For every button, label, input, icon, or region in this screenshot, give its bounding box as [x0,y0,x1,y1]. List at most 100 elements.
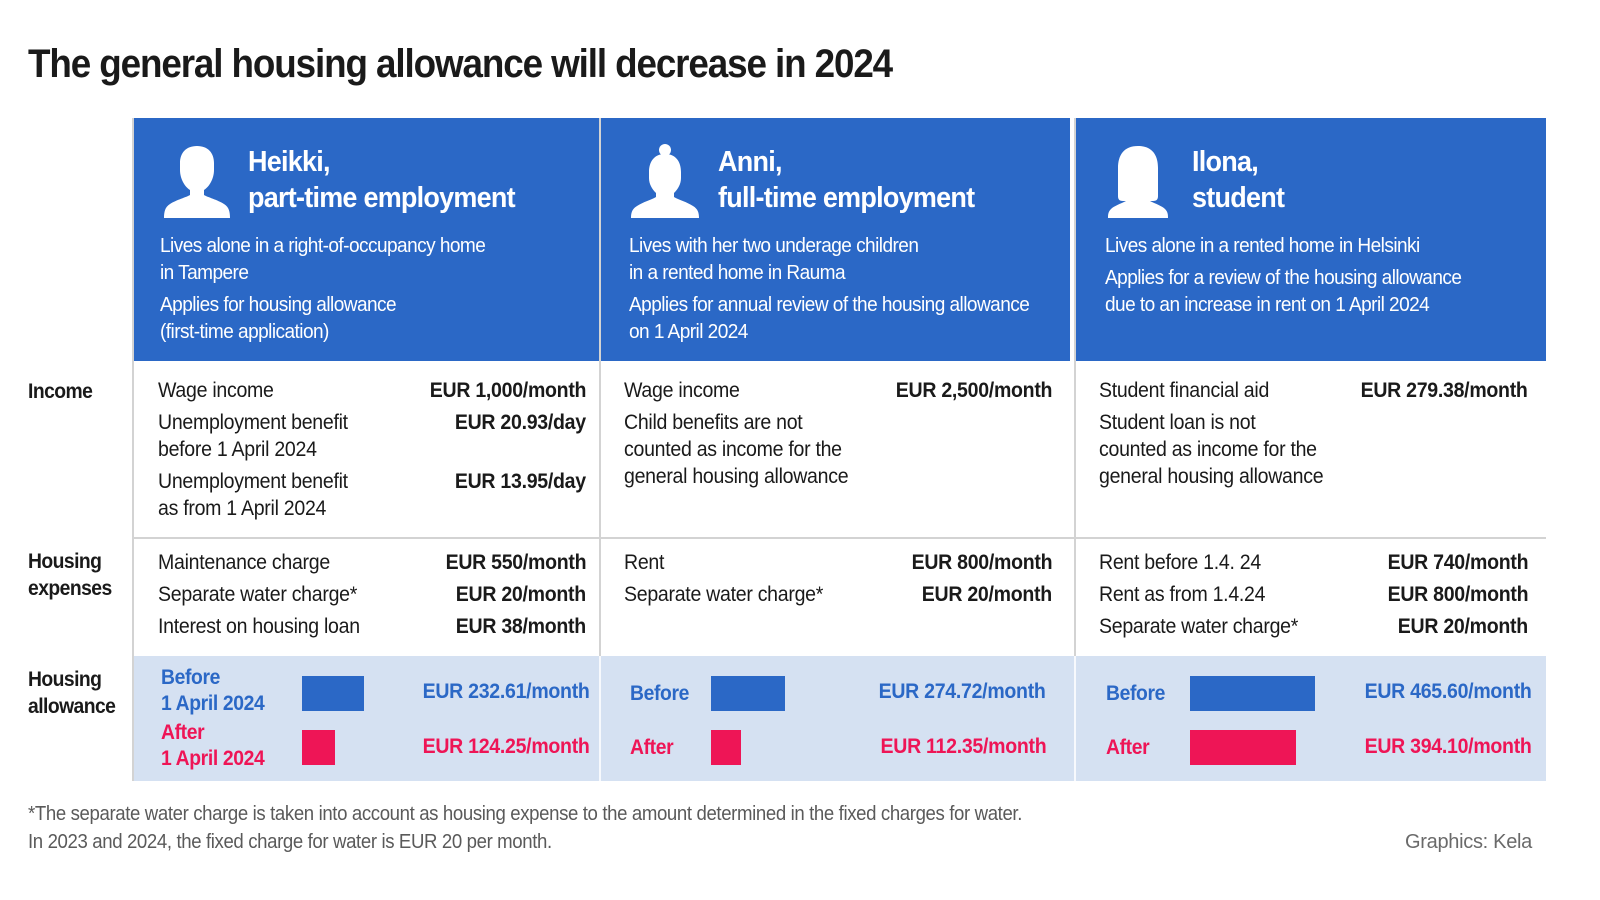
expense-label: Rent before 1.4. 24 [1099,551,1261,574]
before-label: Before [630,681,689,707]
expense-value: EUR 740/month [1387,551,1528,574]
expense-value: EUR 20/month [921,583,1052,606]
person-name: Anni, full-time employment [718,144,975,216]
after-value: EUR 394.10/month [1364,735,1532,758]
row-label-housing-expenses: Housing expenses [28,548,112,602]
person-name-line: student [1192,182,1285,214]
income-label-line: Unemployment benefit [158,411,348,434]
male-person-icon [162,144,232,218]
person-name-line: Anni, [718,146,782,178]
column-divider [599,118,601,781]
row-label-income: Income [28,380,93,403]
description-line: Lives with her two underage children [629,234,919,257]
person-name-line: Ilona, [1192,146,1259,178]
income-value: EUR 2,500/month [895,379,1053,402]
person-header: Ilona, student Lives alone in a rented hom… [1075,118,1546,361]
before-value: EUR 232.61/month [422,680,590,703]
person-name-line: Heikki, [248,146,330,178]
income-label-line: counted as income for the [1099,438,1317,461]
expense-label: Rent [624,551,665,574]
income-label-line: Wage income [158,379,274,402]
after-value: EUR 124.25/month [422,735,590,758]
bar-after-anni [711,730,741,765]
person-description: Lives alone in a rented home in Helsinki… [1105,232,1508,323]
allowance-label-line: After [1106,736,1150,759]
description-line: Lives alone in a right-of-occupancy home [160,234,486,257]
expense-value: EUR 20/month [1397,615,1528,638]
bar-after-ilona [1190,730,1296,765]
expense-label: Separate water charge* [1099,615,1299,638]
description-paragraph: Lives with her two underage children in a… [629,232,1032,286]
description-line: on 1 April 2024 [629,320,748,343]
income-value: EUR 279.38/month [1360,379,1528,402]
expense-label: Maintenance charge [158,551,330,574]
allowance-label-line: Before [1106,682,1165,705]
row-label-line: allowance [28,695,116,718]
income-value: EUR 20.93/day [455,411,586,434]
bar-before-anni [711,676,785,711]
description-line: in Tampere [160,261,249,284]
row-label-line: expenses [28,577,112,600]
description-line: Lives alone in a rented home in Helsinki [1105,234,1420,257]
housing-allowance-band: Before 1 April 2024 After 1 April 2024 EUR 2… [134,656,1546,781]
before-label: Before 1 April 2024 [161,665,265,717]
expense-label: Rent as from 1.4.24 [1099,583,1266,606]
person-description: Lives with her two underage children in a… [629,232,1032,350]
after-value: EUR 112.35/month [880,735,1046,758]
column-divider [1074,656,1076,781]
income-label-line: general housing allowance [1099,465,1324,488]
footnote-line-1: *The separate water charge is taken into… [28,803,1023,825]
allowance-label-line: Before [161,666,220,689]
after-label: After 1 April 2024 [161,720,265,772]
description-line: Applies for housing allowance [160,293,397,316]
income-label: Unemployment benefit before 1 April 2024 [158,409,348,463]
income-value: EUR 13.95/day [455,470,586,493]
expense-value: EUR 800/month [911,551,1052,574]
allowance-label-line: 1 April 2024 [161,747,265,770]
income-label: Wage income [624,377,740,404]
expense-label: Separate water charge* [158,583,358,606]
after-label: After [630,735,674,761]
expense-value: EUR 38/month [455,615,586,638]
expense-value: EUR 800/month [1387,583,1528,606]
allowance-label-line: After [630,736,674,759]
income-label: Student loan is not counted as income for… [1099,409,1324,490]
person-name-line: full-time employment [718,182,975,214]
description-line: due to an increase in rent on 1 April 20… [1105,293,1430,316]
bar-after-heikki [302,730,335,765]
expense-value: EUR 20/month [455,583,586,606]
female-person-bun-icon [630,144,700,218]
income-label-line: Student loan is not [1099,411,1256,434]
row-label-line: Housing [28,668,102,691]
expense-value: EUR 550/month [445,551,586,574]
description-paragraph: Lives alone in a rented home in Helsinki [1105,232,1508,259]
female-person-long-hair-icon [1103,144,1173,218]
allowance-label-line: After [161,721,205,744]
description-line: Applies for annual review of the housing… [629,293,1030,316]
income-label-line: as from 1 April 2024 [158,497,327,520]
description-line: Applies for a review of the housing allo… [1105,266,1462,289]
column-divider [1074,118,1076,781]
before-value: EUR 274.72/month [878,680,1046,703]
income-label-line: general housing allowance [624,465,849,488]
expense-label: Separate water charge* [624,583,824,606]
allowance-label-line: 1 April 2024 [161,692,265,715]
before-value: EUR 465.60/month [1364,680,1532,703]
allowance-label-line: Before [630,682,689,705]
description-paragraph: Applies for a review of the housing allo… [1105,264,1508,318]
description-paragraph: Lives alone in a right-of-occupancy home… [160,232,565,286]
description-line: (first-time application) [160,320,329,343]
income-label-line: Student financial aid [1099,379,1270,402]
after-label: After [1106,735,1150,761]
table-left-border [132,118,134,781]
description-paragraph: Applies for housing allowance (first-time… [160,291,565,345]
income-label-line: Unemployment benefit [158,470,348,493]
page-title: The general housing allowance will decre… [28,42,893,86]
income-label: Unemployment benefit as from 1 April 2024 [158,468,348,522]
income-label: Wage income [158,377,274,404]
description-paragraph: Applies for annual review of the housing… [629,291,1032,345]
bar-before-heikki [302,676,364,711]
income-value: EUR 1,000/month [429,379,587,402]
expense-label: Interest on housing loan [158,615,360,638]
row-label-housing-allowance: Housing allowance [28,666,116,720]
